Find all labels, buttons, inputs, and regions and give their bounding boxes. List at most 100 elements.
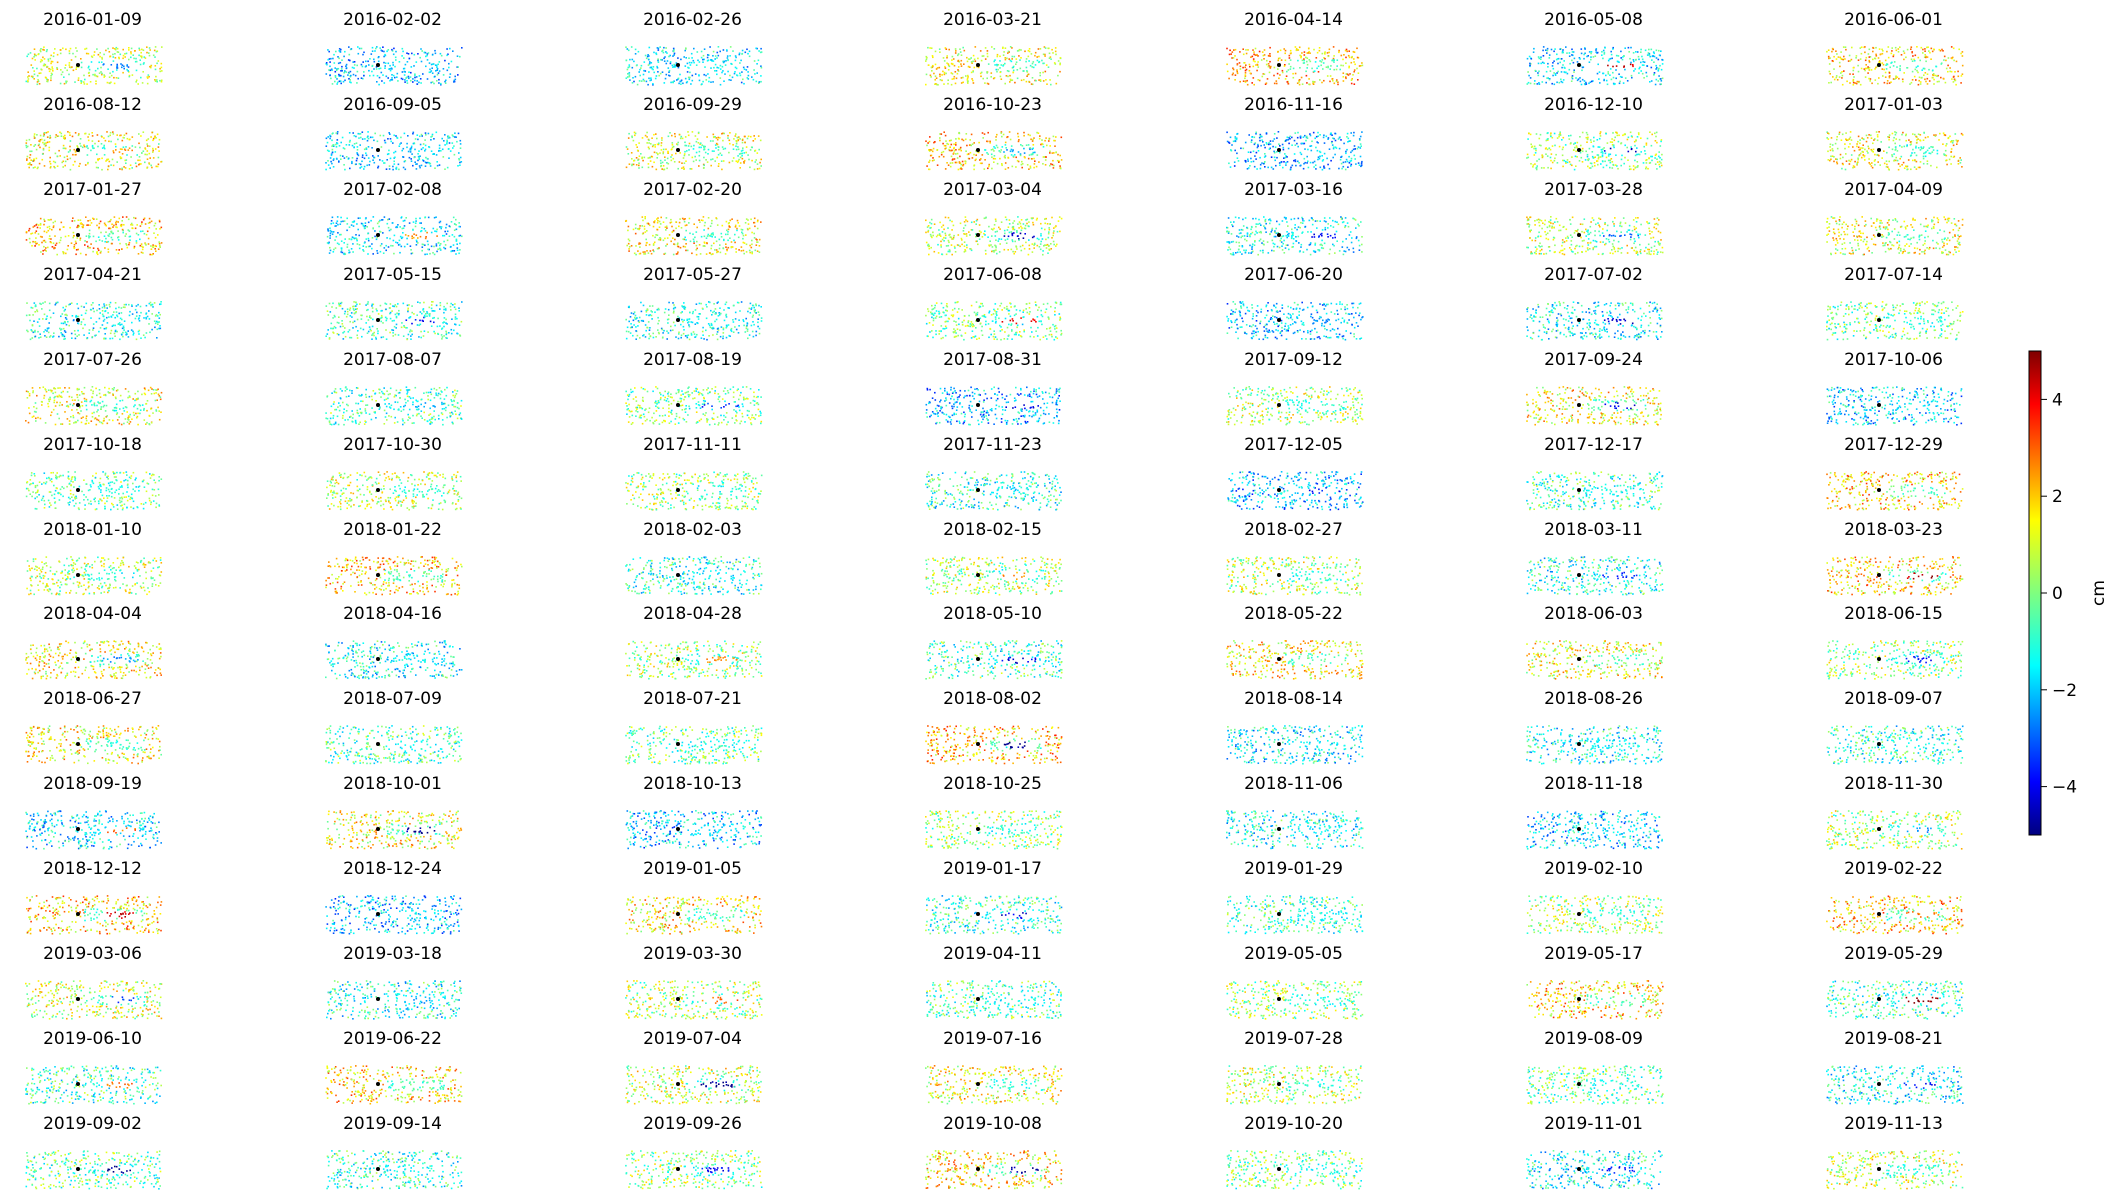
data-point [39,227,41,229]
data-point [729,142,731,145]
data-point [1044,53,1046,56]
data-point [1867,152,1869,154]
reference-point [676,148,680,152]
data-point [121,139,124,142]
data-point [1321,168,1324,171]
data-point [111,242,113,245]
data-point [417,155,420,158]
data-point [1929,51,1931,54]
data-point [1253,83,1255,86]
data-point [1553,83,1556,86]
data-point [1888,146,1890,149]
data-point [1638,153,1641,156]
data-point [441,148,444,151]
data-point [738,153,741,155]
data-point [655,75,658,77]
data-point [1923,68,1926,70]
data-point [1909,141,1912,143]
data-point [1833,160,1835,163]
data-point [668,74,670,77]
data-point [662,151,665,153]
data-point [702,58,704,61]
data-point [1327,55,1330,58]
data-point [1301,59,1304,62]
data-point [673,52,676,55]
data-point [1905,56,1907,59]
data-point [1624,156,1626,159]
data-point [414,161,416,163]
data-point [96,224,98,227]
data-point [711,158,714,160]
data-point [108,140,110,143]
data-point [1597,156,1600,158]
data-point [926,165,928,167]
data-point [1345,56,1347,59]
data-point [1350,132,1352,134]
panel-date-title: 2016-02-02 [310,10,475,30]
data-point [325,62,328,64]
data-point [1855,82,1858,85]
data-point [1938,48,1941,51]
data-point [691,131,694,133]
data-point [60,73,63,76]
data-point [1321,155,1323,157]
data-point [107,251,110,253]
data-point [1011,58,1013,60]
data-point [351,160,353,163]
data-point [1570,134,1572,137]
data-point [1278,77,1280,80]
data-point [1021,166,1023,169]
data-point [1642,60,1644,63]
data-point [122,136,125,139]
data-point [1916,141,1918,144]
data-point [1310,149,1313,152]
data-point [982,77,984,80]
data-point [41,236,43,238]
data-point [1313,70,1316,72]
data-point [1909,144,1912,146]
data-point [1261,51,1264,53]
data-point [1930,164,1932,167]
data-point [337,232,339,234]
data-point [345,156,348,158]
data-point [1281,69,1284,72]
data-point [644,54,647,57]
data-point [336,220,339,222]
data-point [77,134,80,137]
data-point [115,46,118,49]
data-point [1253,136,1256,139]
scatter-plot [1826,131,1964,171]
data-point [982,137,984,139]
data-point [1287,147,1290,150]
data-point [446,48,448,50]
data-point [1017,135,1020,138]
data-point [1624,68,1626,71]
data-point [1583,80,1586,82]
data-point [1934,135,1937,137]
data-point [981,154,984,156]
data-point [683,153,686,155]
data-point [76,145,78,147]
data-point [1661,63,1664,65]
data-point [128,147,131,149]
data-point [1857,70,1860,73]
data-point [1598,78,1600,80]
data-point [1640,51,1642,53]
data-point [1238,62,1241,64]
data-point [669,62,672,65]
data-point [1859,139,1861,141]
data-point [342,75,345,78]
data-point [987,153,989,155]
data-point [1650,48,1653,51]
data-point [1653,61,1655,63]
data-point [412,164,414,167]
data-point [1557,62,1559,65]
data-point [111,158,114,161]
data-point [661,139,663,141]
data-point [1032,144,1035,146]
data-point [394,65,396,68]
data-point [1353,145,1356,147]
data-point [1560,71,1563,73]
data-point [633,131,636,134]
data-point [634,134,636,137]
